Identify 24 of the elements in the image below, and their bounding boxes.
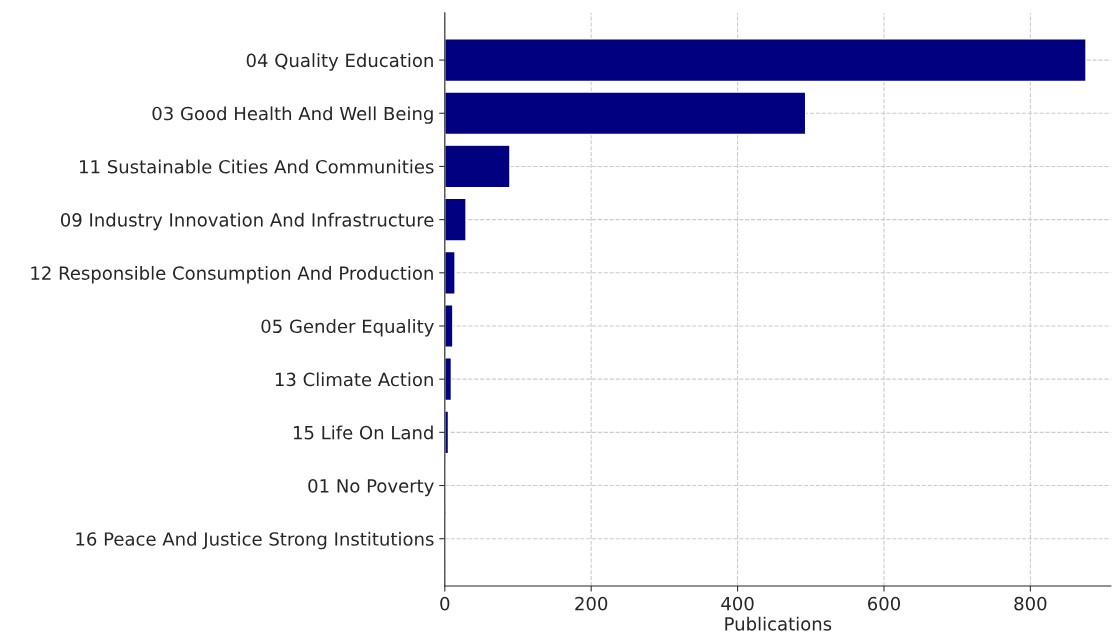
x-tick-label: 0 (440, 596, 450, 611)
bar (444, 357, 453, 402)
y-tick-label: 15 Life On Land (293, 425, 433, 440)
bar (444, 38, 1087, 83)
y-tick-label: 12 Responsible Consumption And Production (31, 265, 433, 284)
y-tick-label: 11 Sustainable Cities And Communities (80, 159, 434, 174)
x-tick-label: 400 (721, 596, 754, 611)
y-tick-label: 13 Climate Action (275, 372, 433, 387)
x-tick-label: 600 (868, 596, 901, 611)
bar (444, 304, 454, 348)
y-tick-label: 03 Good Health And Well Being (152, 106, 433, 124)
y-tick-label: 01 No Poverty (308, 478, 434, 497)
y-tick-label: 09 Industry Innovation And Infrastructure (60, 212, 434, 231)
y-tick-label: 16 Peace And Justice Strong Institutions (76, 531, 434, 550)
bar (444, 91, 807, 136)
bar (444, 197, 467, 242)
y-tick-label: 05 Gender Equality (261, 319, 434, 337)
x-tick-label: 200 (575, 596, 608, 611)
bar (444, 410, 450, 455)
y-tick-label: 04 Quality Education (246, 53, 433, 71)
x-axis-title: Publications (725, 616, 832, 631)
bar (444, 250, 456, 295)
bar (444, 144, 511, 189)
x-tick-label: 800 (1014, 596, 1047, 611)
